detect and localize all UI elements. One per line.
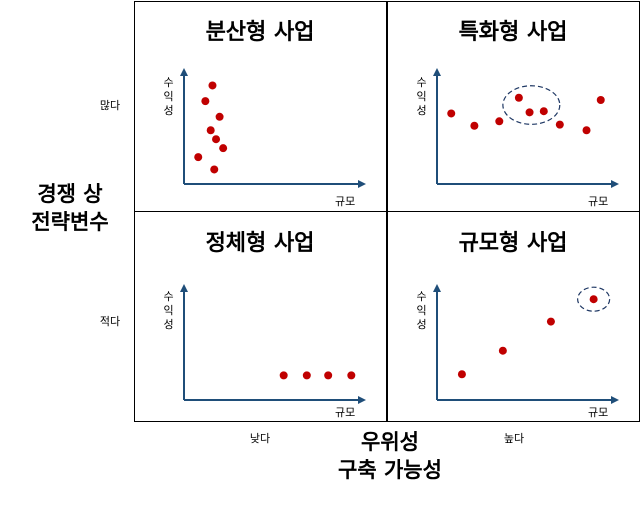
q1-point-6: [219, 144, 228, 153]
q1-point-4: [206, 126, 215, 135]
quadrant-title-stagnant: 정체형 사업: [205, 231, 315, 256]
q1-point-7: [194, 153, 203, 162]
col-label-high: 높다: [503, 432, 525, 445]
q2-point-9: [596, 96, 605, 104]
q2-point-4: [514, 93, 523, 102]
bottom-axis-title: 우위성 구축 가능성: [290, 428, 490, 484]
q3-point-3: [324, 371, 333, 380]
bottom-axis-title-line2: 구축 가능성: [338, 458, 442, 482]
left-axis-title-line1: 경쟁 상: [37, 182, 103, 206]
q3-x-axis-label: 규모: [335, 406, 356, 419]
q2-point-1: [447, 109, 456, 118]
bottom-axis-title-line1: 우위성: [361, 430, 419, 454]
q1-point-1: [208, 81, 217, 90]
row-label-low: 적다: [99, 315, 121, 328]
q2-highlight-ellipse: [502, 85, 561, 125]
q4-highlight-ellipse: [577, 286, 611, 312]
q4-y-axis-label: 수익성: [416, 290, 428, 331]
q2-point-8: [582, 126, 591, 135]
q1-x-axis-label: 규모: [335, 195, 356, 208]
row-label-high: 많다: [99, 99, 121, 112]
q1-point-3: [215, 112, 224, 121]
q3-point-1: [279, 371, 288, 380]
q2-y-axis-label: 수익성: [416, 76, 428, 117]
q1-point-5: [212, 135, 221, 144]
quadrant-title-dispersed: 분산형 사업: [205, 20, 315, 45]
q1-y-axis-label: 수익성: [163, 76, 175, 117]
q3-y-axis-label: 수익성: [163, 290, 175, 331]
q2-point-2: [470, 121, 479, 130]
q2-point-5: [525, 108, 534, 117]
q4-point-4: [589, 295, 598, 304]
matrix-horizontal-divider: [134, 211, 640, 212]
q4-point-2: [498, 346, 507, 355]
q1-point-8: [210, 165, 219, 174]
left-axis-title-line2: 전략변수: [31, 210, 109, 234]
q2-x-axis-label: 규모: [588, 195, 609, 208]
q2-point-7: [555, 120, 564, 129]
q1-point-2: [201, 97, 210, 106]
q2-point-3: [495, 117, 504, 126]
q3-point-2: [302, 371, 311, 380]
q2-point-6: [539, 107, 548, 116]
quadrant-title-volume: 규모형 사업: [458, 231, 568, 256]
quadrant-title-specialized: 특화형 사업: [458, 20, 568, 45]
col-label-low: 낮다: [249, 432, 271, 445]
left-axis-title: 경쟁 상 전략변수: [0, 180, 140, 236]
q4-point-1: [457, 370, 466, 379]
q3-point-4: [347, 371, 356, 380]
q4-x-axis-label: 규모: [588, 406, 609, 419]
q4-point-3: [546, 317, 555, 326]
